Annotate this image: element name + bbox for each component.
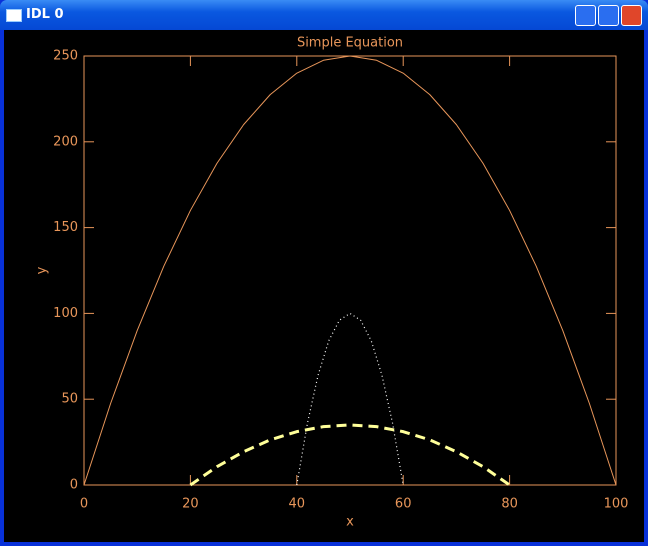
x-tick-label: 80 [501,497,518,512]
y-axis-label: y [35,266,50,274]
window-title: IDL 0 [26,7,64,22]
y-tick-label: 50 [61,392,78,407]
y-tick-label: 200 [53,134,78,149]
close-button[interactable] [621,5,642,26]
maximize-button[interactable] [598,5,619,26]
y-tick-label: 250 [53,49,78,64]
x-tick-label: 0 [80,497,88,512]
x-tick-label: 60 [395,497,412,512]
minimize-button[interactable] [575,5,596,26]
x-axis-label: x [346,515,354,530]
x-tick-label: 20 [182,497,199,512]
x-tick-label: 40 [289,497,306,512]
y-tick-label: 150 [53,220,78,235]
x-tick-label: 100 [604,497,629,512]
title-bar: IDL 0 [0,0,648,30]
y-tick-label: 100 [53,306,78,321]
plot-background [4,30,644,542]
series-line [83,55,617,486]
chart: Simple Equation x y 0 20 40 60 80 100 0 50 100 150 20… [4,30,644,542]
window-icon [6,9,22,22]
y-tick-label: 0 [70,478,78,493]
chart-title: Simple Equation [297,36,403,51]
